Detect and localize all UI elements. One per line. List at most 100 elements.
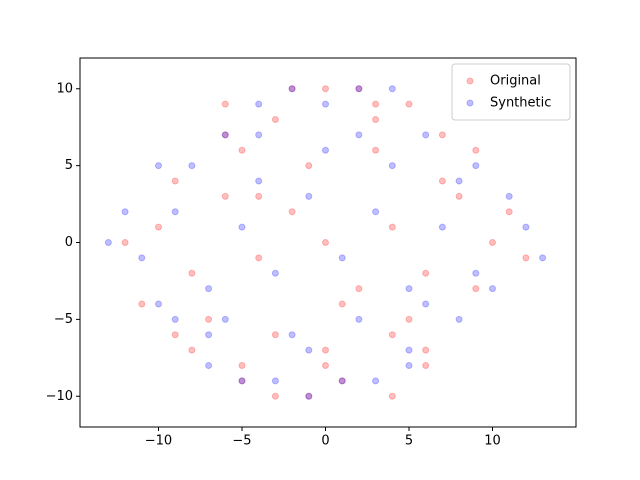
- point: [388, 85, 396, 93]
- point: [388, 162, 396, 170]
- series-0: [121, 85, 530, 400]
- y-tick-label: 5: [65, 158, 73, 173]
- point: [205, 362, 213, 369]
- point: [422, 269, 430, 277]
- point: [472, 285, 480, 293]
- x-tick-label: 5: [405, 434, 413, 449]
- point: [438, 223, 446, 231]
- point: [321, 362, 329, 369]
- point: [355, 85, 363, 93]
- point: [455, 315, 463, 323]
- point: [372, 116, 380, 123]
- point: [305, 162, 313, 170]
- point: [455, 177, 463, 185]
- point: [338, 377, 346, 385]
- x-tick-label: 0: [321, 434, 329, 449]
- point: [438, 177, 446, 185]
- point: [505, 208, 513, 216]
- point: [188, 269, 196, 277]
- point: [355, 315, 363, 323]
- point: [171, 208, 179, 216]
- point: [238, 146, 246, 154]
- point: [104, 239, 112, 246]
- point: [188, 346, 196, 354]
- y-tick-label: −5: [54, 312, 73, 327]
- point: [321, 146, 329, 154]
- point: [305, 392, 313, 400]
- x-tick-label: −10: [145, 434, 172, 449]
- point: [221, 131, 229, 139]
- point: [238, 377, 246, 385]
- point: [255, 177, 263, 185]
- legend-marker: [466, 77, 474, 85]
- point: [355, 131, 363, 139]
- point: [321, 346, 329, 354]
- y-tick-label: 10: [56, 81, 73, 96]
- point: [372, 377, 380, 385]
- point: [422, 346, 430, 354]
- point: [405, 100, 413, 108]
- point: [305, 192, 313, 200]
- point: [522, 254, 530, 262]
- x-tick-label: −5: [232, 434, 251, 449]
- point: [221, 315, 229, 323]
- point: [288, 331, 296, 339]
- point: [221, 131, 229, 139]
- x-tick-label: 10: [484, 434, 501, 449]
- legend-marker: [466, 99, 474, 107]
- point: [288, 208, 296, 216]
- point: [388, 331, 396, 339]
- point: [171, 315, 179, 323]
- point: [522, 223, 530, 231]
- point: [405, 346, 413, 354]
- point: [238, 377, 246, 385]
- point: [238, 223, 246, 231]
- point: [188, 162, 196, 170]
- point: [271, 377, 279, 385]
- point: [388, 392, 396, 400]
- point: [205, 285, 213, 293]
- point: [355, 285, 363, 293]
- point: [472, 162, 480, 170]
- point: [138, 254, 146, 262]
- point: [171, 331, 179, 339]
- point: [321, 85, 329, 93]
- point: [238, 362, 246, 369]
- point: [472, 146, 480, 154]
- point: [138, 300, 146, 308]
- point: [372, 146, 380, 154]
- legend-label: Synthetic: [490, 96, 551, 111]
- series-1: [104, 85, 547, 400]
- point: [388, 223, 396, 231]
- point: [154, 162, 162, 170]
- point: [505, 192, 513, 200]
- point: [338, 300, 346, 308]
- point: [221, 192, 229, 200]
- point: [121, 208, 129, 216]
- point: [321, 100, 329, 108]
- point: [271, 331, 279, 339]
- point: [271, 116, 279, 123]
- point: [271, 392, 279, 400]
- point: [154, 223, 162, 231]
- legend-label: Original: [490, 74, 541, 89]
- point: [422, 300, 430, 308]
- point: [405, 315, 413, 323]
- point: [472, 269, 480, 277]
- point: [405, 285, 413, 293]
- point: [455, 192, 463, 200]
- point: [488, 285, 496, 293]
- legend: Original Synthetic: [451, 63, 571, 121]
- point: [205, 331, 213, 339]
- point: [338, 377, 346, 385]
- point: [438, 131, 446, 139]
- point: [171, 177, 179, 185]
- point: [288, 85, 296, 93]
- point: [422, 131, 430, 139]
- point: [422, 362, 430, 369]
- point: [539, 254, 547, 262]
- point: [121, 239, 129, 246]
- point: [321, 239, 329, 246]
- point: [305, 346, 313, 354]
